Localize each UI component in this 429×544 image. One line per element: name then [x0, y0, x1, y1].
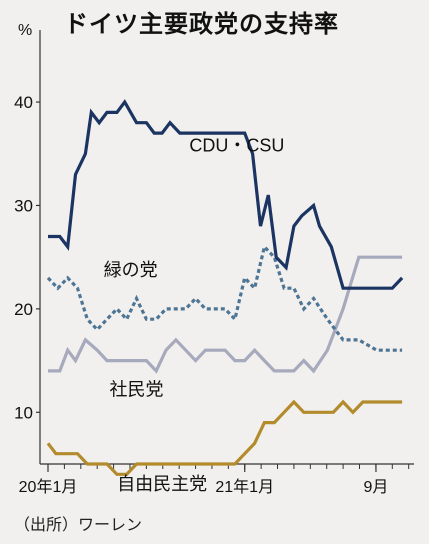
- y-tick-label: 10: [14, 403, 33, 422]
- series-line-2: [48, 255, 403, 374]
- y-axis-unit: %: [18, 22, 33, 39]
- chart-title: ドイツ主要政党の支持率: [64, 10, 339, 38]
- x-tick-label: 9月: [364, 479, 389, 496]
- series-layer: [46, 99, 404, 476]
- series-label-3: 自由民主党: [117, 474, 207, 494]
- series-line-1: [46, 243, 403, 352]
- axes: 10 20 30 40 20年1月 21年1月 9月: [14, 30, 414, 496]
- series-line-3: [46, 399, 403, 476]
- series-line-0: [48, 99, 404, 290]
- series-label-2: 社民党: [110, 380, 164, 400]
- y-tick-label: 20: [14, 300, 33, 319]
- series-label-1: 緑の党: [104, 260, 158, 280]
- y-tick-label: 30: [14, 196, 33, 215]
- series-label-0: CDU・CSU: [189, 136, 284, 156]
- source-note: （出所）ワーレン: [14, 515, 143, 534]
- x-tick-label: 21年1月: [215, 478, 274, 496]
- x-tick-label: 20年1月: [19, 478, 78, 496]
- y-tick-label: 40: [14, 93, 33, 112]
